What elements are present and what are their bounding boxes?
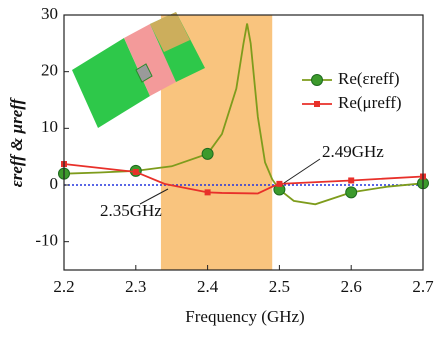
y-tick-label: -10 xyxy=(35,231,58,250)
x-tick-label: 2.7 xyxy=(412,277,434,296)
y-tick-label: 20 xyxy=(41,61,58,80)
annotation-arrow xyxy=(284,159,320,183)
annotation: 2.35GHz xyxy=(100,201,162,220)
marker xyxy=(346,187,357,198)
x-axis-label: Frequency (GHz) xyxy=(185,307,304,326)
chart: 2.2 2.3 2.4 2.5 2.6 2.7 30 20 10 0 -10 Re(εreff) Re(… xyxy=(0,0,441,334)
x-tick-label: 2.5 xyxy=(269,277,290,296)
legend-marker xyxy=(312,75,323,86)
marker xyxy=(202,148,213,159)
x-tick-label: 2.2 xyxy=(53,277,74,296)
y-axis-label: εreff & μreff xyxy=(7,96,26,187)
legend-label: Re(εreff) xyxy=(338,69,400,88)
x-tick-label: 2.3 xyxy=(125,277,146,296)
x-tick-label: 2.6 xyxy=(341,277,362,296)
x-tick-label: 2.4 xyxy=(197,277,219,296)
marker xyxy=(205,189,211,195)
marker xyxy=(348,177,354,183)
legend-label: Re(μreff) xyxy=(338,93,402,112)
y-tick-label: 10 xyxy=(41,117,58,136)
marker xyxy=(133,169,139,175)
y-tick-label: 0 xyxy=(50,174,59,193)
y-tick-label: 30 xyxy=(41,4,58,23)
marker xyxy=(276,181,282,187)
annotation: 2.49GHz xyxy=(322,142,384,161)
legend-marker xyxy=(314,101,320,107)
